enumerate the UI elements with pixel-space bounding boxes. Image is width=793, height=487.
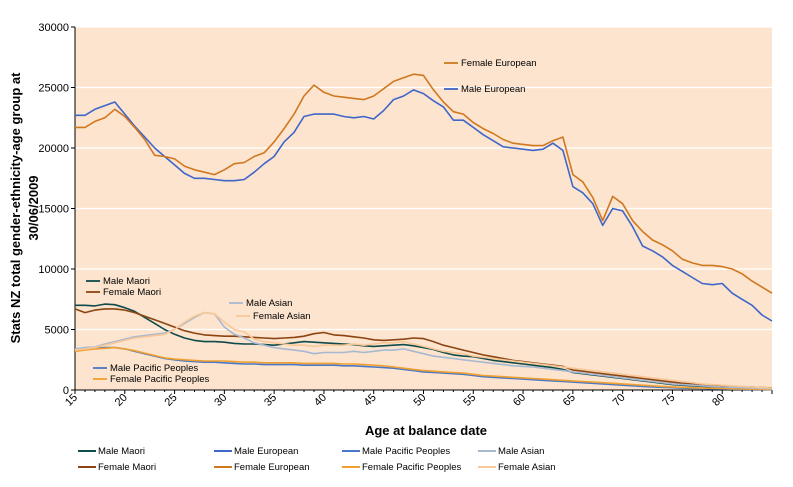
x-tick-label: 60	[511, 392, 528, 409]
annotation-label: Male Maori	[103, 276, 150, 287]
y-axis-title-line-1: Stats NZ total gender-ethnicity-age grou…	[8, 72, 23, 344]
legend-label: Female Maori	[98, 462, 156, 473]
y-axis-title-line-2: 30/06/2009	[26, 175, 41, 240]
x-tick-label: 65	[561, 392, 578, 409]
legend-label: Female European	[234, 462, 310, 473]
x-tick-label: 45	[362, 392, 379, 409]
y-tick-label: 25000	[38, 83, 69, 95]
x-tick-label: 35	[262, 392, 279, 409]
annotation-label: Female Maori	[103, 287, 161, 298]
legend-label: Male Pacific Peoples	[362, 446, 450, 457]
series-line	[75, 89, 773, 322]
series-line	[74, 311, 773, 389]
y-tick-label: 10000	[38, 264, 69, 276]
legend-label: Male Asian	[498, 446, 544, 457]
legend-label: Male European	[234, 446, 298, 457]
x-tick-label: 70	[611, 392, 628, 409]
series-line	[74, 311, 773, 390]
y-tick-label: 0	[63, 385, 69, 397]
annotation-label: Male European	[461, 84, 525, 95]
annotation-label: Male Pacific Peoples	[110, 363, 198, 374]
annotation-label: Female Pacific Peoples	[110, 374, 210, 385]
annotation-label: Female European	[461, 58, 537, 69]
y-tick-label: 5000	[45, 325, 69, 337]
y-tick-label: 20000	[38, 143, 69, 155]
x-tick-label: 25	[163, 392, 180, 409]
x-tick-label: 75	[660, 392, 677, 409]
annotation-label: Male Asian	[246, 298, 292, 309]
series-line	[75, 73, 773, 294]
legend-label: Female Pacific Peoples	[362, 462, 462, 473]
legend-label: Male Maori	[98, 446, 145, 457]
x-tick-label: 40	[312, 392, 329, 409]
x-tick-label: 50	[411, 392, 428, 409]
y-tick-label: 30000	[38, 22, 69, 34]
x-tick-label: 30	[212, 392, 229, 409]
y-tick-label: 15000	[38, 204, 69, 216]
series-line	[74, 346, 773, 391]
annotation-label: Female Asian	[253, 311, 311, 322]
x-axis-title: Age at balance date	[365, 423, 487, 438]
x-tick-label: 55	[461, 392, 478, 409]
legend-label: Female Asian	[498, 462, 556, 473]
series-line	[74, 308, 773, 389]
x-tick-label: 80	[710, 392, 727, 409]
x-tick-label: 20	[113, 392, 130, 409]
series-line	[74, 346, 773, 391]
